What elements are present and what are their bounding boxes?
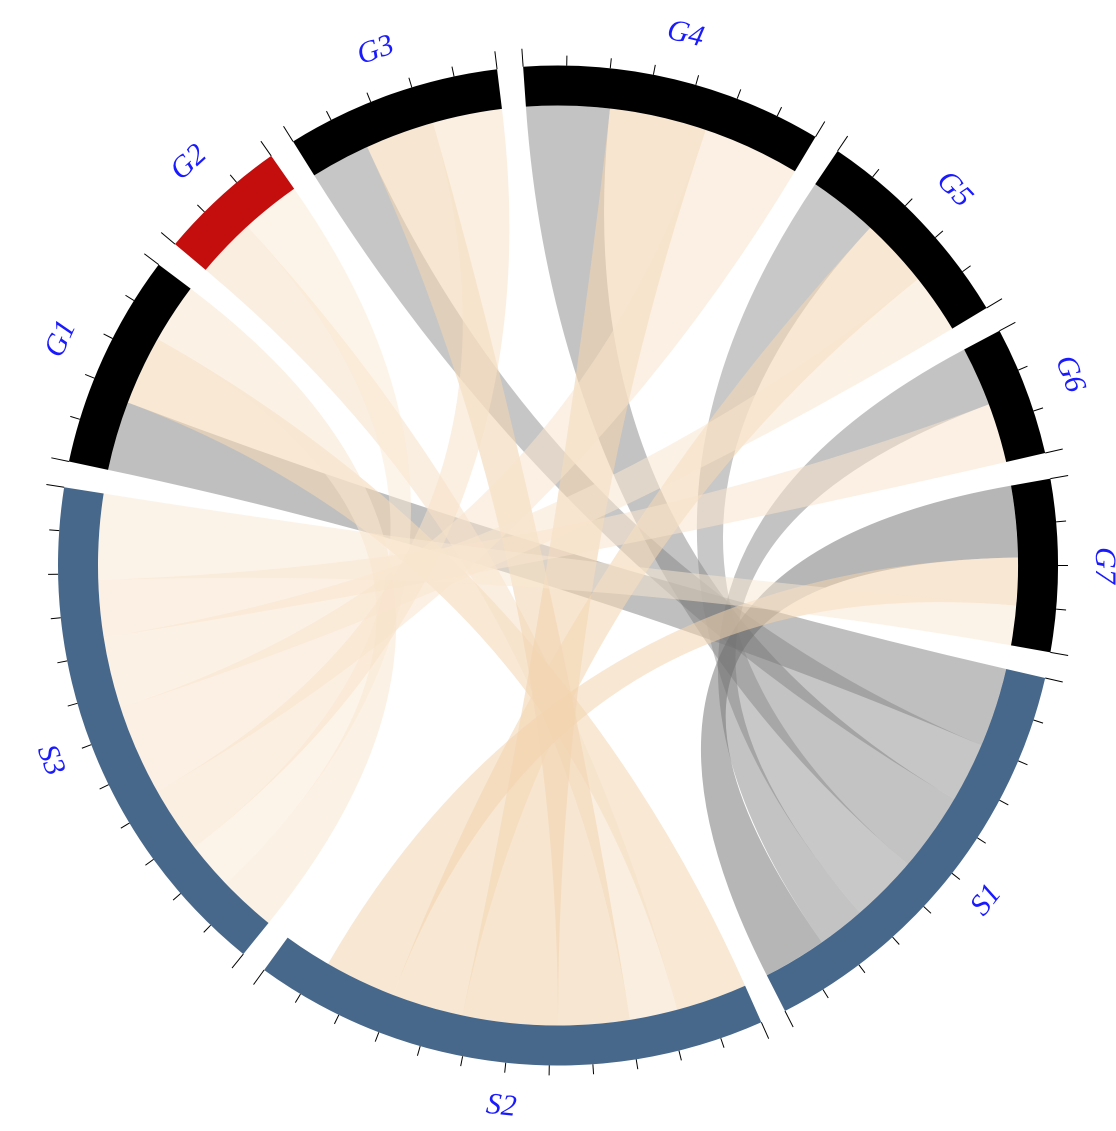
label-G3: G3	[352, 28, 398, 71]
label-G1: G1	[37, 315, 82, 362]
label-G5: G5	[931, 164, 980, 213]
label-G7: G7	[1089, 547, 1116, 586]
chord-diagram: G1 G2 G3 G4 G5 G6 G7 S1 S2 S3	[0, 0, 1116, 1131]
label-G6: G6	[1049, 351, 1093, 397]
label-S2: S2	[485, 1087, 518, 1123]
chord-ribbons	[98, 106, 1018, 1026]
label-S1: S1	[963, 877, 1007, 921]
label-G2: G2	[163, 137, 212, 186]
label-S3: S3	[31, 740, 73, 780]
label-G4: G4	[664, 13, 707, 54]
segment-G7	[1011, 479, 1058, 653]
